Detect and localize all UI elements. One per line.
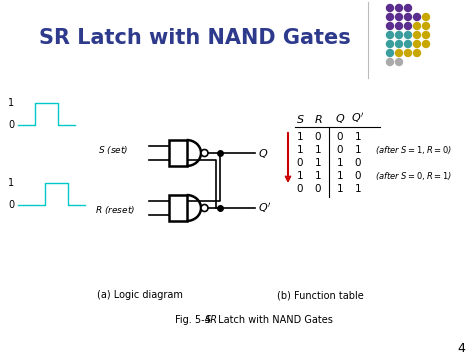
Circle shape [201,204,208,212]
Circle shape [413,13,420,21]
Circle shape [395,59,402,66]
Text: 1: 1 [337,184,343,194]
Text: $S$ (set): $S$ (set) [98,144,128,156]
Circle shape [386,22,393,29]
Text: 1: 1 [315,158,321,168]
Text: (a) Logic diagram: (a) Logic diagram [97,290,183,300]
Text: 0: 0 [355,171,361,181]
Circle shape [395,32,402,38]
Circle shape [413,40,420,48]
Text: 1: 1 [8,178,14,188]
Text: (after $S = 0, R = 1$): (after $S = 0, R = 1$) [375,170,452,182]
Circle shape [413,49,420,56]
Text: 1: 1 [297,171,303,181]
Text: (after $S = 1, R = 0$): (after $S = 1, R = 0$) [375,144,452,156]
Text: 0: 0 [355,158,361,168]
Circle shape [422,22,429,29]
Bar [169,195,187,221]
Circle shape [386,32,393,38]
Text: (b) Function table: (b) Function table [277,290,364,300]
Circle shape [395,5,402,11]
Text: $Q$: $Q$ [335,112,345,125]
Text: 1: 1 [337,158,343,168]
Circle shape [386,59,393,66]
Text: 1: 1 [355,145,361,155]
Text: $Q'$: $Q'$ [351,111,365,125]
Circle shape [386,13,393,21]
Circle shape [386,5,393,11]
Text: 1: 1 [297,145,303,155]
Circle shape [404,13,411,21]
Text: 0: 0 [297,158,303,168]
Circle shape [395,22,402,29]
Circle shape [395,40,402,48]
Text: $S$: $S$ [296,113,304,125]
Text: $Q$: $Q$ [258,147,268,159]
Text: 0: 0 [297,184,303,194]
Text: Latch with NAND Gates: Latch with NAND Gates [215,315,333,325]
Circle shape [422,13,429,21]
Circle shape [404,22,411,29]
Text: Fig. 5-4: Fig. 5-4 [175,315,217,325]
Circle shape [386,49,393,56]
Circle shape [422,32,429,38]
Text: $R$ (reset): $R$ (reset) [95,204,135,216]
Circle shape [404,5,411,11]
Text: SR Latch with NAND Gates: SR Latch with NAND Gates [39,28,351,48]
Text: SR: SR [205,315,218,325]
Text: 1: 1 [355,132,361,142]
Text: 0: 0 [337,132,343,142]
Text: 4: 4 [457,342,465,355]
Text: 1: 1 [315,145,321,155]
Text: $Q'$: $Q'$ [258,201,272,215]
Circle shape [404,49,411,56]
Text: 1: 1 [8,98,14,108]
Text: 0: 0 [315,132,321,142]
Circle shape [201,149,208,157]
Circle shape [422,40,429,48]
Text: 1: 1 [315,171,321,181]
Text: 0: 0 [8,120,14,130]
Text: 0: 0 [337,145,343,155]
Bar [169,140,187,166]
Text: 0: 0 [315,184,321,194]
Text: 1: 1 [337,171,343,181]
Circle shape [413,32,420,38]
Circle shape [386,40,393,48]
Text: 1: 1 [355,184,361,194]
Circle shape [404,32,411,38]
Text: $R$: $R$ [314,113,322,125]
Text: 1: 1 [297,132,303,142]
Text: 0: 0 [8,200,14,210]
Circle shape [395,13,402,21]
Circle shape [404,40,411,48]
Circle shape [395,49,402,56]
Circle shape [413,22,420,29]
